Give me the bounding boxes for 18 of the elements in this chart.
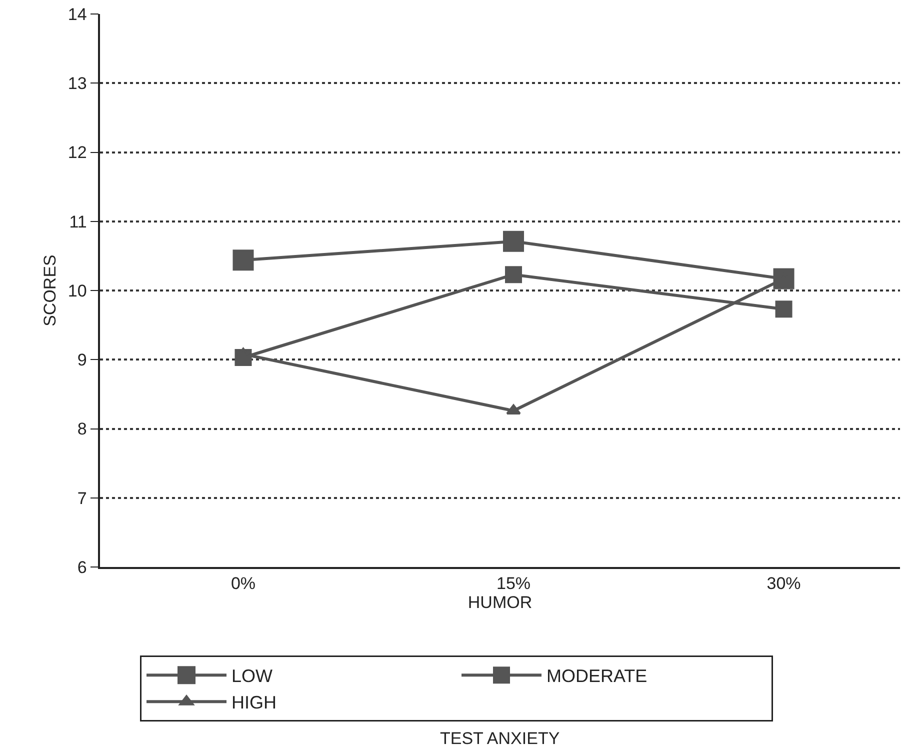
x-axis-title: HUMOR xyxy=(468,593,532,612)
y-tick-label: 7 xyxy=(77,488,87,508)
y-tick-label: 14 xyxy=(68,4,87,24)
legend-label: HIGH xyxy=(232,692,276,713)
y-tick-label: 12 xyxy=(68,143,87,162)
x-tick-label: 15% xyxy=(496,574,531,594)
y-axis-title: SCORES xyxy=(40,254,60,326)
y-tick-label: 8 xyxy=(77,420,87,439)
y-tick-label: 6 xyxy=(77,558,87,577)
y-tick-label: 10 xyxy=(68,281,87,300)
legend-label: LOW xyxy=(232,666,273,686)
y-tick-label: 11 xyxy=(69,212,87,232)
x-tick-label: 0% xyxy=(230,574,256,594)
y-tick-label: 9 xyxy=(77,350,87,370)
x-tick-label: 30% xyxy=(766,574,801,594)
legend-label: MODERATE xyxy=(546,666,648,686)
legend-title: TEST ANXIETY xyxy=(440,729,560,745)
y-tick-label: 13 xyxy=(68,74,87,94)
